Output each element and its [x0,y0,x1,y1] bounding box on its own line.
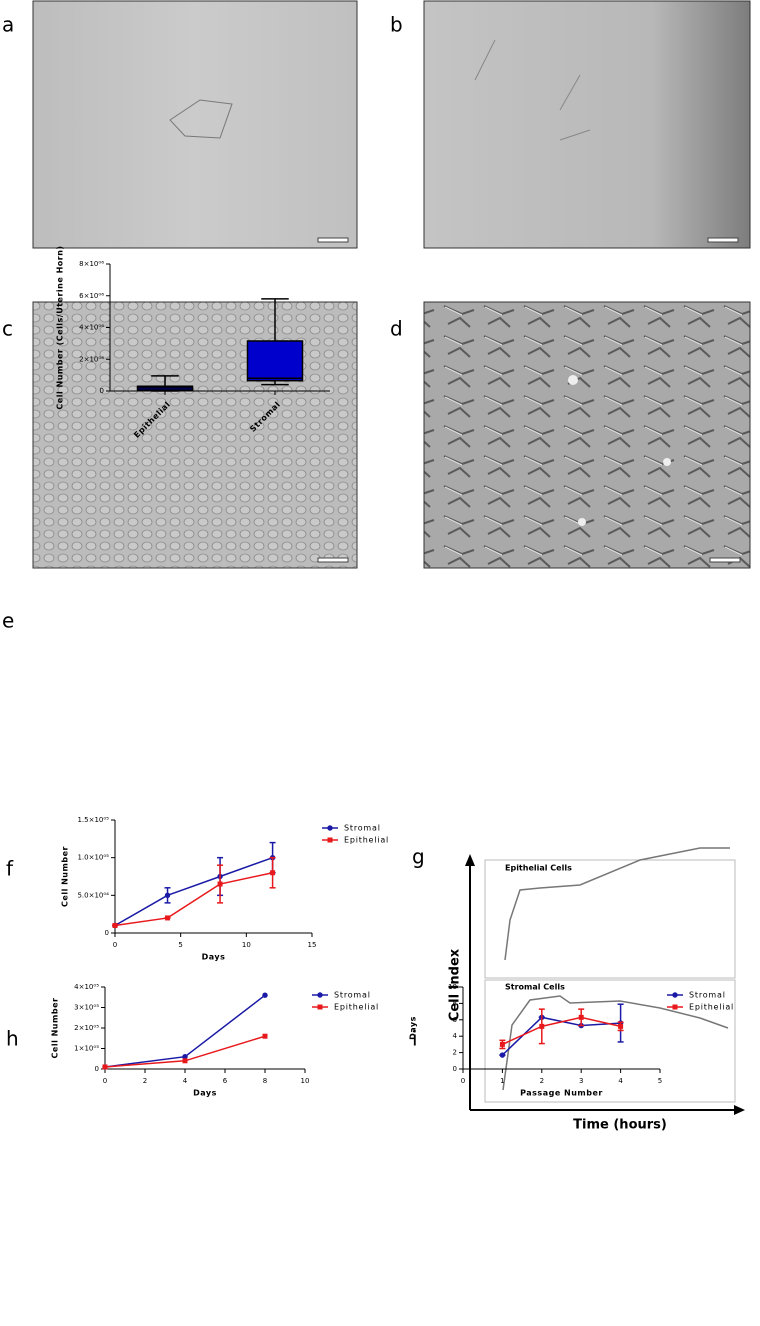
series-line [114,871,273,927]
image-b [423,0,751,249]
y-tick-label: 1×10⁰⁵ [74,1045,99,1053]
point [270,870,276,876]
point [102,1064,108,1070]
legend-marker [327,837,333,843]
y-tick-label: 2×10⁰⁶ [79,355,104,363]
x-tick-label: 5 [178,941,182,949]
x-tick-label: 1 [500,1077,504,1085]
panel-label: d [390,317,403,341]
point [539,1023,545,1029]
legend-label: Stromal [689,991,726,1000]
panel-label: b [390,13,403,37]
series-line [114,856,273,927]
y-axis-label: Days [409,1016,418,1040]
y-axis-label: Cell Number [61,846,70,907]
x-tick-label: 10 [242,941,251,949]
legend-label: Epithelial [334,1003,379,1012]
point [182,1054,188,1060]
x-axis-label: Time (hours) [573,1118,667,1133]
legend-marker [317,992,323,998]
x-axis-label: Passage Number [520,1089,603,1098]
x-axis-label: Days [193,1089,217,1098]
y-tick-label: 3×10⁰⁵ [74,1004,99,1012]
panel-g: g Cell Index Time (hours) Epithelial Cel… [412,845,745,1133]
series-line [502,1016,621,1046]
legend-label: Epithelial [344,836,389,845]
legend-marker [327,825,333,831]
x-tick-label: 15 [308,941,317,949]
point [112,922,118,928]
y-tick-label: 6 [453,1016,458,1024]
y-tick-label: 8 [453,999,457,1007]
panel-label: g [412,845,425,869]
y-tick-label: 4×10⁰⁵ [74,983,99,991]
x-tick-label: 4 [183,1077,188,1085]
y-tick-label: 1.5×10⁰⁵ [77,816,109,824]
y-tick-label: 0 [453,1065,457,1073]
panel-label: a [2,13,14,37]
y-tick-label: 0 [95,1065,99,1073]
legend-label: Epithelial [689,1003,734,1012]
panel-label: c [2,317,13,341]
y-tick-label: 2 [453,1049,457,1057]
x-tick-label: 4 [618,1077,623,1085]
y-tick-label: 2×10⁰⁵ [74,1024,99,1032]
y-tick-label: 1.0×10⁰⁵ [77,854,109,862]
legend-label: Stromal [344,824,381,833]
y-tick-label: 6×10⁰⁶ [79,292,104,300]
panel-label: f [6,857,14,881]
box [246,340,304,382]
y-tick-label: 5.0×10⁰⁴ [77,891,109,899]
x-tick-label: 2 [540,1077,544,1085]
inset-title: Epithelial Cells [505,864,572,873]
y-axis-label: Cell Number [51,998,60,1059]
image-c [32,301,358,569]
chart: h 0 1×10⁰⁵ 2×10⁰⁵ 3×10⁰⁵ 4×10⁰⁵ Cell Number 0 2 4… [6,983,379,1098]
x-tick-label: 5 [658,1077,662,1085]
point [499,1052,506,1058]
legend-label: Stromal [334,991,371,1000]
x-axis-label: Days [202,953,226,962]
point [164,892,171,899]
point [262,1033,268,1039]
point [499,1041,505,1047]
y-tick-label: 0 [105,929,109,937]
y-tick-label: 4 [453,1032,458,1040]
panel-label: h [6,1027,19,1051]
legend-marker [672,1004,678,1010]
y-axis-label: Cell Number (Cells/Uterine Horn) [56,245,65,409]
chart: i 0 2 4 6 8 10 Days 0 1 2 3 4 5 Passage Number Stromal E… [409,983,734,1098]
point [618,1023,624,1029]
point [182,1058,188,1064]
y-tick-label: 8×10⁰⁶ [79,260,104,268]
legend-marker [672,992,678,998]
y-tick-label: 10 [448,983,457,991]
point [578,1014,584,1020]
x-tick-label: 6 [223,1077,228,1085]
y-axis-label: Cell Index [448,948,463,1021]
x-tick-label: 3 [579,1077,583,1085]
chart: f 0 5.0×10⁰⁴ 1.0×10⁰⁵ 1.5×10⁰⁵ Cell Number 0 5 1… [6,816,389,962]
x-tick-label: 2 [143,1077,147,1085]
chart: e 0 2×10⁰⁶ 4×10⁰⁶ 6×10⁰⁶ 8×10⁰⁶ Cell Number (C… [2,245,330,633]
x-tick-label: 10 [301,1077,310,1085]
point [262,992,268,998]
panel-label: i [412,1027,418,1051]
image-a [32,0,358,249]
y-tick-label: 4×10⁰⁶ [79,324,104,332]
point [217,881,223,887]
y-tick-label: 0 [100,387,104,395]
x-tick-label: 0 [113,941,117,949]
image-d [423,301,751,569]
legend-marker [317,1004,323,1010]
x-tick-label: 0 [103,1077,107,1085]
x-tick-label: 0 [461,1077,465,1085]
x-tick-label: 8 [263,1077,267,1085]
inset-title: Stromal Cells [505,983,565,992]
point [165,915,171,921]
panel-label: e [2,609,14,633]
